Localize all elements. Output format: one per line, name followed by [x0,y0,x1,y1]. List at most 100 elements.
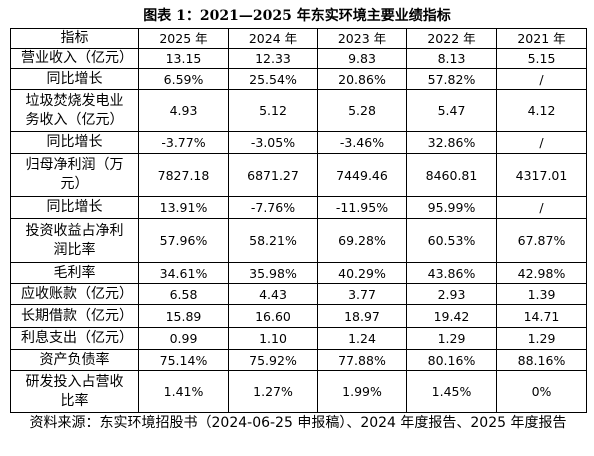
row-label: 营业收入（亿元） [10,48,139,69]
cell: 2022 年 [406,28,497,49]
cell: 7827.18 [138,153,229,197]
data-row: 投资收益占净利润比率 57.96% 58.21% 69.28% 60.53% 67.87% [10,218,587,263]
cell: 95.99% [406,196,497,219]
cell: 40.29% [317,262,407,284]
cell: / [496,196,587,219]
cell: 2.93 [406,283,497,305]
row-label: 毛利率 [10,262,139,284]
cell: 32.86% [406,131,497,154]
cell: 9.83 [317,48,407,69]
data-row: 长期借款（亿元） 15.89 16.60 18.97 19.42 14.71 [10,304,587,328]
cell: -7.76% [228,196,318,219]
cell: 12.33 [228,48,318,69]
cell: 14.71 [496,304,587,328]
cell: -3.05% [228,131,318,154]
cell: -3.77% [138,131,229,154]
cell: 20.86% [317,68,407,90]
cell: 4.43 [228,283,318,305]
cell: 0% [496,370,587,413]
cell: 58.21% [228,218,318,263]
cell: / [496,131,587,154]
cell: 0.99 [138,327,229,350]
data-row: 利息支出（亿元） 0.99 1.10 1.24 1.29 1.29 [10,327,587,350]
cell: 67.87% [496,218,587,263]
row-label: 资产负债率 [10,349,139,371]
cell: -11.95% [317,196,407,219]
cell: 6.58 [138,283,229,305]
cell: 88.16% [496,349,587,371]
data-row: 同比增长 -3.77% -3.05% -3.46% 32.86% / [10,131,587,154]
cell: 7449.46 [317,153,407,197]
cell: 19.42 [406,304,497,328]
row-label: 研发投入占营收比率 [10,370,139,413]
cell: 4.93 [138,89,229,132]
cell: 2023 年 [317,28,407,49]
cell: 6871.27 [228,153,318,197]
header-row: 指标 2025 年 2024 年 2023 年 2022 年 2021 年 [10,28,587,49]
cell: 57.82% [406,68,497,90]
cell: 42.98% [496,262,587,284]
cell: / [496,68,587,90]
row-label: 投资收益占净利润比率 [10,218,139,263]
cell: 16.60 [228,304,318,328]
data-row: 归母净利润（万元） 7827.18 6871.27 7449.46 8460.81 431… [10,153,587,197]
row-label: 归母净利润（万元） [10,153,139,197]
cell: 43.86% [406,262,497,284]
cell: 1.10 [228,327,318,350]
data-row: 同比增长 6.59% 25.54% 20.86% 57.82% / [10,68,587,90]
cell: 1.45% [406,370,497,413]
cell: 5.15 [496,48,587,69]
cell: 3.77 [317,283,407,305]
cell: 75.14% [138,349,229,371]
cell: 13.15 [138,48,229,69]
cell: 69.28% [317,218,407,263]
cell: 2025 年 [138,28,229,49]
cell: 57.96% [138,218,229,263]
cell: 35.98% [228,262,318,284]
cell: 13.91% [138,196,229,219]
row-label: 长期借款（亿元） [10,304,139,328]
cell: -3.46% [317,131,407,154]
row-label: 同比增长 [10,196,139,219]
cell: 1.99% [317,370,407,413]
cell: 15.89 [138,304,229,328]
cell: 77.88% [317,349,407,371]
row-label: 应收账款（亿元） [10,283,139,305]
row-label: 同比增长 [10,131,139,154]
cell: 4.12 [496,89,587,132]
data-row: 营业收入（亿元） 13.15 12.33 9.83 8.13 5.15 [10,48,587,69]
metrics-table: 指标 2025 年 2024 年 2023 年 2022 年 2021 年营业收入（亿元）… [10,28,587,413]
cell: 18.97 [317,304,407,328]
cell: 1.39 [496,283,587,305]
cell: 1.29 [406,327,497,350]
cell: 2024 年 [228,28,318,49]
row-label: 垃圾焚烧发电业务收入（亿元） [10,89,139,132]
data-row: 研发投入占营收比率 1.41% 1.27% 1.99% 1.45% 0% [10,370,587,413]
title: 图表 1：2021—2025 年东实环境主要业绩指标 [143,8,451,24]
cell: 25.54% [228,68,318,90]
cell: 5.12 [228,89,318,132]
cell: 8460.81 [406,153,497,197]
data-row: 毛利率 34.61% 35.98% 40.29% 43.86% 42.98% [10,262,587,284]
cell: 5.28 [317,89,407,132]
data-row: 应收账款（亿元） 6.58 4.43 3.77 2.93 1.39 [10,283,587,305]
cell: 4317.01 [496,153,587,197]
cell: 8.13 [406,48,497,69]
cell: 2021 年 [496,28,587,49]
data-row: 同比增长 13.91% -7.76% -11.95% 95.99% / [10,196,587,219]
row-label: 利息支出（亿元） [10,327,139,350]
cell: 80.16% [406,349,497,371]
cell: 1.27% [228,370,318,413]
row-label: 同比增长 [10,68,139,90]
cell: 6.59% [138,68,229,90]
data-row: 资产负债率 75.14% 75.92% 77.88% 80.16% 88.16% [10,349,587,371]
source-note: 资料来源：东实环境招股书（2024-06-25 申报稿）、2024 年度报告、2… [29,415,567,431]
row-label: 指标 [10,28,139,49]
cell: 34.61% [138,262,229,284]
cell: 1.24 [317,327,407,350]
cell: 1.29 [496,327,587,350]
cell: 5.47 [406,89,497,132]
data-row: 垃圾焚烧发电业务收入（亿元） 4.93 5.12 5.28 5.47 4.12 [10,89,587,132]
cell: 60.53% [406,218,497,263]
